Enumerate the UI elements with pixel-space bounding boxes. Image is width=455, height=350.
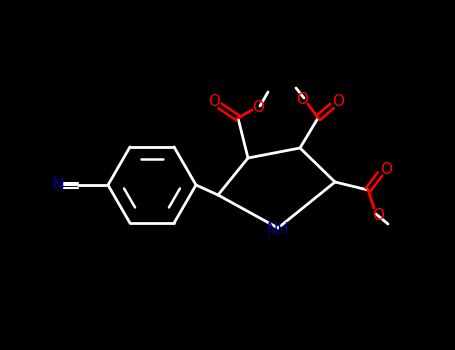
Text: O: O xyxy=(208,94,220,110)
Text: O: O xyxy=(372,209,384,224)
Text: NH: NH xyxy=(267,223,289,238)
Text: N: N xyxy=(52,176,64,194)
Text: O: O xyxy=(252,100,264,116)
Text: O: O xyxy=(380,162,392,177)
Text: O: O xyxy=(332,94,344,110)
Text: O: O xyxy=(296,92,308,107)
